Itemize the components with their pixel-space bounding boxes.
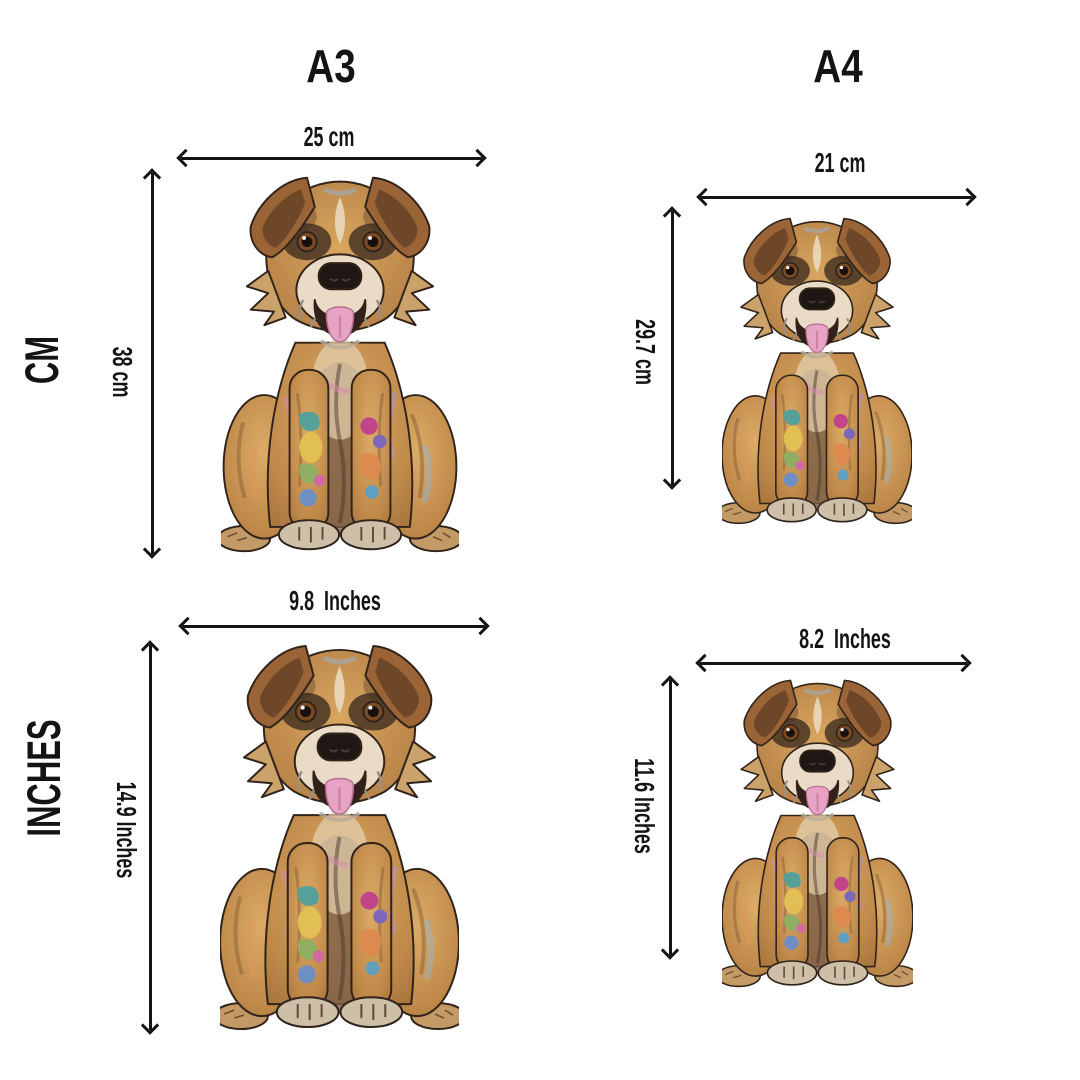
height-dimension-label: 38 cm (107, 346, 138, 398)
height-arrow (143, 642, 157, 1033)
width-dimension-label: 25 cm (303, 121, 355, 152)
height-dimension-label: 14.9 Inches (111, 781, 142, 879)
arrow-line (700, 661, 967, 665)
width-arrow (180, 619, 488, 633)
width-arrow (178, 151, 485, 165)
height-arrow (145, 170, 159, 557)
width-arrow (697, 656, 970, 670)
column-heading-a4: A4 (813, 40, 863, 92)
height-dimension-label: 29.7 cm (630, 319, 661, 385)
arrow-line (701, 195, 972, 199)
arrow-line (148, 645, 152, 1030)
height-dimension-label: 11.6 Inches (629, 758, 660, 854)
dog-illustration-a4-cm (722, 212, 912, 529)
dog-illustration-a3-inches (220, 638, 459, 1036)
arrow-line (150, 173, 154, 554)
column-heading-a3: A3 (306, 40, 356, 92)
width-dimension-label: 9.8 Inches (289, 585, 381, 616)
width-arrow (698, 190, 975, 204)
dog-illustration-a4-inches (722, 674, 913, 992)
height-arrow (663, 677, 677, 958)
height-arrow (665, 208, 679, 488)
arrow-line (668, 680, 672, 955)
arrow-line (670, 211, 674, 485)
dog-illustration-a3-cm (221, 170, 459, 558)
arrow-line (181, 156, 482, 160)
unit-row-label-inches: INCHES (17, 719, 70, 837)
width-dimension-label: 8.2 Inches (799, 623, 891, 654)
arrow-line (183, 624, 485, 628)
width-dimension-label: 21 cm (814, 147, 866, 178)
unit-row-label-cm: CM (15, 335, 68, 385)
